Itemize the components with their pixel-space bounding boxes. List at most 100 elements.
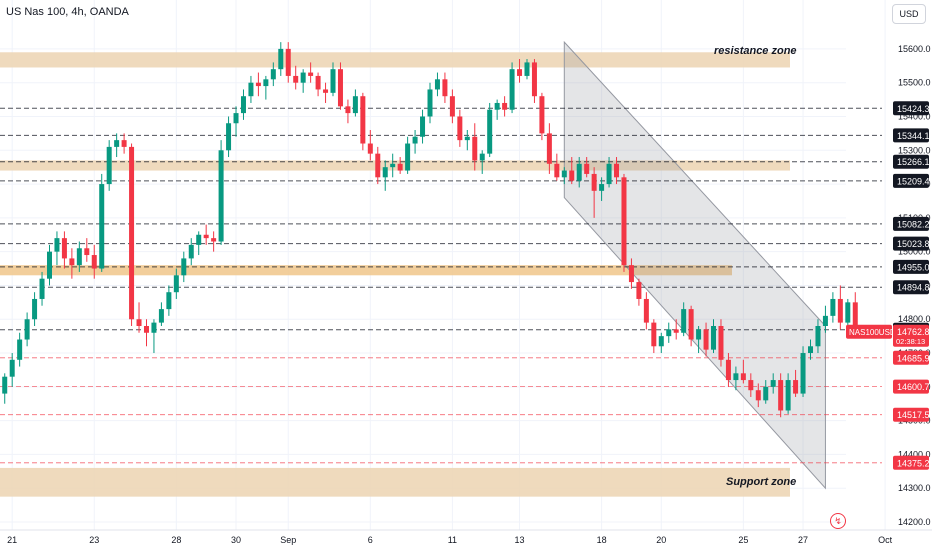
candle-body [121, 140, 127, 147]
candle-body [218, 150, 224, 242]
candle-body [323, 89, 329, 93]
candle-body [69, 258, 75, 266]
candle-body [166, 292, 172, 310]
candle-body [457, 116, 463, 141]
candle-body [554, 163, 560, 178]
candle-body [494, 102, 500, 110]
current-price-bg [893, 324, 929, 347]
candle-body [614, 163, 620, 178]
candle-body [643, 298, 649, 323]
price-tick-label: 15500.0 [898, 78, 931, 88]
candle-body [240, 96, 246, 114]
candle-body [188, 244, 194, 259]
candles-layer [2, 42, 858, 418]
price-label: 14375.2 [897, 458, 930, 468]
candle-body [681, 309, 687, 333]
candle-body [270, 69, 276, 80]
candle-body [76, 248, 82, 266]
symbol-badge-bg [846, 324, 892, 339]
descending-channel [563, 40, 826, 490]
candle-body [181, 258, 187, 276]
candle-body [375, 153, 381, 178]
candle-body [405, 143, 411, 171]
countdown-label: 02:38:13 [896, 337, 925, 346]
candle-body [17, 339, 23, 360]
candle-body [628, 265, 634, 283]
candle-body [673, 329, 679, 333]
candle-body [61, 238, 67, 259]
channel-area [563, 40, 826, 490]
time-tick-label: 18 [597, 535, 607, 545]
price-tick-label: 15300.0 [898, 145, 931, 155]
candle-body [233, 113, 239, 124]
candle-body [248, 82, 254, 97]
price-label-bg [893, 407, 929, 422]
candle-body [158, 309, 164, 323]
resistance-zone-label: resistance zone [714, 45, 797, 57]
candle-body [412, 136, 418, 144]
candle-body [2, 376, 8, 394]
candle-body [755, 390, 761, 401]
candle-body [24, 319, 30, 340]
price-label-bg [893, 350, 929, 365]
candle-body [390, 163, 396, 168]
price-label-bg [893, 173, 929, 188]
candle-body [360, 96, 366, 144]
candle-body [852, 302, 858, 332]
price-tick-label: 14800.0 [898, 314, 931, 324]
zone-rect [0, 52, 790, 68]
time-axis[interactable]: 21232830Sep6111318202527Oct4 [0, 529, 932, 545]
time-tick-label: 13 [515, 535, 525, 545]
candle-body [740, 373, 746, 381]
candle-body [382, 167, 388, 178]
candle-body [845, 302, 851, 323]
candle-body [539, 96, 545, 134]
price-label-bg [893, 236, 929, 251]
candle-body [696, 329, 702, 340]
candle-body [770, 380, 776, 387]
price-label: 14517.5 [897, 410, 930, 420]
support-zone-label: Support zone [726, 476, 797, 488]
price-label-bg [893, 280, 929, 295]
candle-body [569, 170, 575, 181]
tradingview-logo-icon[interactable]: ↯ [830, 513, 846, 529]
price-label: 15023.8 [897, 239, 930, 249]
price-label: 14600.7 [897, 382, 930, 392]
candle-body [315, 75, 321, 90]
candle-body [509, 69, 515, 110]
candle-body [39, 278, 45, 299]
candle-body [196, 234, 202, 245]
time-tick-label: 11 [448, 535, 457, 545]
candle-body [531, 62, 537, 97]
time-tick-label: 27 [798, 535, 808, 545]
time-tick-label: 28 [171, 535, 181, 545]
candle-body [278, 48, 284, 70]
price-label-bg [893, 455, 929, 470]
current-price-label: 14762.8 [897, 327, 930, 337]
price-label: 14685.9 [897, 353, 930, 363]
candle-body [434, 79, 440, 90]
currency-button[interactable]: USD [892, 4, 926, 24]
price-label-bg [893, 128, 929, 143]
candle-body [91, 255, 97, 269]
candle-body [636, 282, 642, 299]
price-axis[interactable]: 15600.015500.015400.015300.015200.015100… [846, 0, 932, 530]
price-label: 14955.0 [897, 262, 930, 272]
candle-body [591, 173, 597, 191]
time-tick-label: 30 [231, 535, 241, 545]
price-tick-label: 15000.0 [898, 247, 931, 257]
candle-body [300, 72, 306, 83]
candle-body [211, 238, 217, 242]
time-tick-label: Oct [878, 535, 893, 545]
zone-rect [0, 265, 732, 276]
price-tick-label: 15400.0 [898, 111, 931, 121]
time-tick-label: 6 [368, 535, 373, 545]
price-label: 15082.2 [897, 219, 930, 229]
candle-body [46, 251, 52, 279]
candle-body [54, 238, 60, 252]
candle-body [143, 326, 149, 333]
candle-body [711, 326, 717, 350]
candle-body [114, 140, 120, 147]
symbol-badge: NAS100USD [849, 328, 896, 337]
